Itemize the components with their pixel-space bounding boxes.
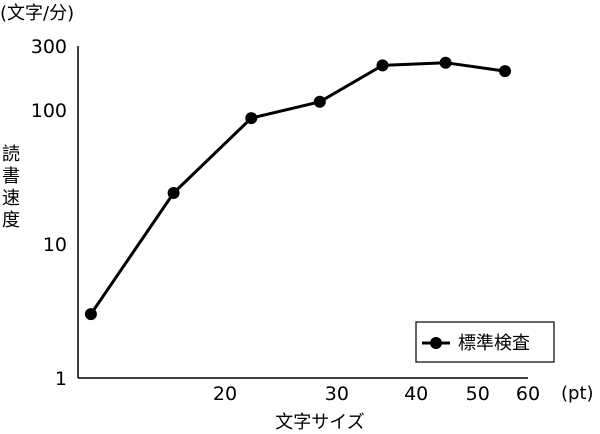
x-tick-label: 30 xyxy=(325,383,349,405)
data-point xyxy=(167,187,180,199)
legend-marker-icon xyxy=(430,337,442,349)
data-point xyxy=(439,56,452,69)
x-tick-label: 40 xyxy=(404,383,428,405)
y-tick-label: 100 xyxy=(31,100,67,122)
legend-entry: 標準検査 xyxy=(458,333,530,354)
data-point xyxy=(376,59,389,72)
y-tick-label: 10 xyxy=(43,234,67,256)
y-tick-label: 300 xyxy=(31,36,67,58)
y-unit-label: (文字/分) xyxy=(0,3,74,24)
y-axis-title-char: 読 xyxy=(2,144,20,165)
y-axis-title-char: 度 xyxy=(2,210,20,231)
y-tick-label: 1 xyxy=(55,368,67,390)
data-point xyxy=(84,308,97,321)
data-point xyxy=(313,95,326,108)
x-tick-label: 50 xyxy=(466,383,490,405)
y-tick-labels: 1 10 100 300 xyxy=(31,36,67,390)
legend: 標準検査 xyxy=(415,321,555,363)
series-line xyxy=(89,61,506,315)
x-unit-label: (pt) xyxy=(561,383,594,404)
x-axis-title: 文字サイズ xyxy=(275,412,364,433)
data-point xyxy=(245,112,258,125)
x-tick-label: 20 xyxy=(213,383,237,405)
x-tick-label: 60 xyxy=(516,383,540,405)
x-tick-labels: 20 30 40 50 60 xyxy=(213,383,540,405)
y-axis-title-char: 書 xyxy=(2,166,20,187)
series-group xyxy=(84,56,511,321)
data-point xyxy=(499,65,511,78)
y-axis-title-char: 速 xyxy=(2,188,20,209)
